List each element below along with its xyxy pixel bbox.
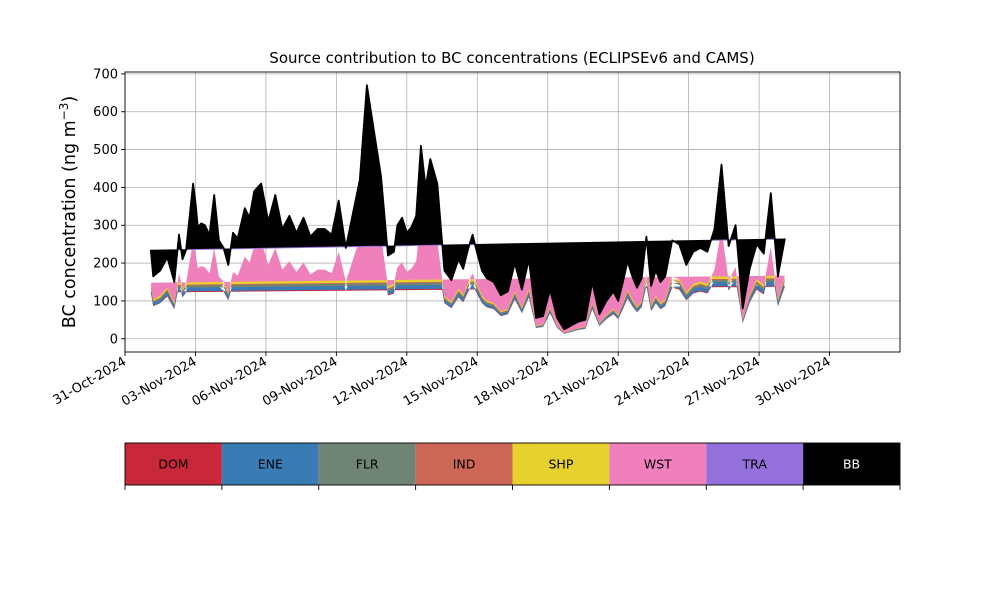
legend-swatch-shp: [512, 443, 610, 485]
x-tick-label: 30-Nov-2024: [753, 354, 833, 409]
y-axis-label: BC concentration (ng m−3): [57, 96, 80, 328]
legend: DOM ENE FLR IND SHP WST TRA BB: [124, 442, 901, 490]
legend-label-dom: DOM: [158, 457, 188, 472]
total-line: [149, 84, 786, 331]
y-tick-label: 0: [110, 332, 118, 347]
y-tick-label: 300: [93, 219, 118, 234]
x-axis-ticks: 31-Oct-202403-Nov-202406-Nov-202409-Nov-…: [51, 352, 834, 409]
y-tick-label: 600: [93, 105, 118, 120]
legend-swatch-dom: [125, 443, 222, 485]
y-tick-label: 400: [93, 181, 118, 196]
legend-label-wst: WST: [644, 457, 672, 472]
legend-swatch-wst: [609, 443, 707, 485]
chart-title: Source contribution to BC concentrations…: [269, 49, 754, 67]
x-tick-label: 03-Nov-2024: [119, 354, 199, 409]
legend-swatch-bb: [803, 443, 900, 485]
area-wst: [150, 179, 785, 333]
plot-background: [125, 72, 900, 352]
x-tick-label: 27-Nov-2024: [683, 354, 763, 409]
total-line-group: [149, 84, 786, 331]
x-tick-label: 21-Nov-2024: [542, 354, 622, 409]
y-tick-label: 500: [93, 143, 118, 158]
y-tick-label: 700: [93, 67, 118, 82]
legend-swatch-ene: [221, 443, 319, 485]
x-tick-label: 24-Nov-2024: [612, 354, 692, 409]
x-tick-label: 31-Oct-2024: [51, 354, 129, 408]
legend-swatch-tra: [706, 443, 804, 485]
axes-frame: [124, 71, 901, 353]
legend-label-shp: SHP: [549, 457, 574, 472]
legend-swatch-flr: [318, 443, 416, 485]
y-tick-label: 200: [93, 257, 118, 272]
legend-label-tra: TRA: [742, 457, 768, 472]
y-axis-ticks: 0 100 200 300 400 500 600 700: [93, 67, 125, 347]
x-tick-label: 12-Nov-2024: [331, 354, 411, 409]
legend-label-ind: IND: [453, 457, 476, 472]
y-tick-label: 100: [93, 294, 118, 309]
legend-label-bb: BB: [843, 457, 860, 472]
x-tick-label: 18-Nov-2024: [471, 354, 551, 409]
legend-label-flr: FLR: [356, 457, 379, 472]
legend-label-ene: ENE: [258, 457, 283, 472]
x-tick-label: 09-Nov-2024: [260, 354, 340, 409]
x-tick-label: 06-Nov-2024: [190, 354, 270, 409]
legend-swatch-ind: [415, 443, 513, 485]
plot-area: [125, 72, 900, 352]
x-tick-label: 15-Nov-2024: [401, 354, 481, 409]
axes: [124, 71, 901, 353]
